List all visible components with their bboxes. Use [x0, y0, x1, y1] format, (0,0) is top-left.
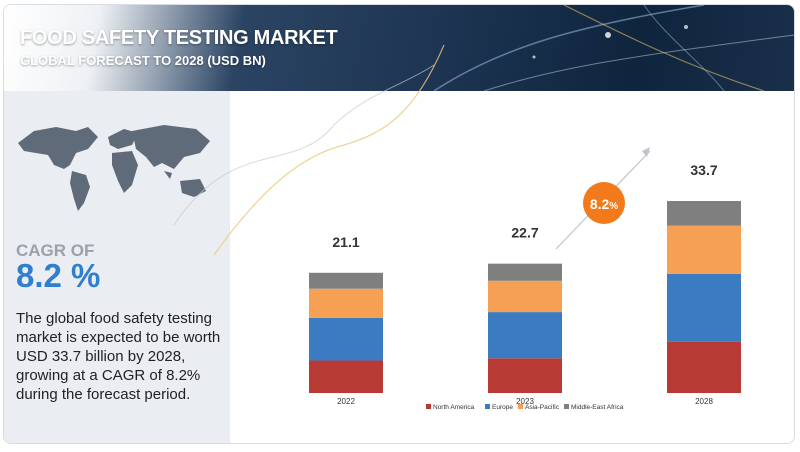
total-label-2028: 33.7 [690, 162, 717, 178]
bar-2023-europe [488, 312, 562, 359]
legend-label-north-america: North America [433, 404, 475, 411]
header-banner: FOOD SAFETY TESTING MARKET GLOBAL FORECA… [4, 5, 794, 91]
category-label-2022: 2022 [337, 397, 355, 406]
infographic-card: FOOD SAFETY TESTING MARKET GLOBAL FORECA… [3, 4, 795, 444]
bar-2022-middle-east-africa [309, 272, 383, 289]
legend-swatch-middle-east-africa [564, 404, 569, 409]
world-map-icon [18, 125, 210, 211]
cagr-label: CAGR OF [16, 241, 95, 260]
chart-legend: North America Europe Asia-Pacific Middle-Ea… [426, 404, 624, 411]
total-label-2023: 22.7 [511, 225, 538, 241]
bar-2023-middle-east-africa [488, 263, 562, 281]
bar-2022-north-america [309, 360, 383, 393]
legend-label-middle-east-africa: Middle-East Africa [571, 404, 624, 411]
labels-layer: 21.1 2022 22.7 2023 33.7 2028 [332, 162, 717, 406]
bars-layer [309, 201, 741, 393]
bar-2023-asia-pacific [488, 280, 562, 313]
total-label-2022: 21.1 [332, 234, 359, 250]
bar-2028-middle-east-africa [667, 201, 741, 226]
bar-2028-north-america [667, 341, 741, 393]
growth-arrow-head [642, 147, 650, 157]
page-subtitle: GLOBAL FORECAST TO 2028 (USD BN) [20, 53, 266, 68]
legend-swatch-north-america [426, 404, 431, 409]
bar-2022-europe [309, 317, 383, 361]
page-title: FOOD SAFETY TESTING MARKET [20, 27, 338, 49]
market-bar-chart: 21.1 2022 22.7 2023 33.7 2028 8.2% North Amer… [309, 147, 741, 411]
legend-swatch-asia-pacific [518, 404, 523, 409]
legend-label-europe: Europe [492, 404, 513, 411]
category-label-2023: 2023 [516, 397, 534, 406]
cagr-value: 8.2 % [16, 257, 101, 294]
cagr-badge-label: 8.2% [590, 196, 618, 212]
market-description: The global food safety testing market is… [16, 310, 221, 403]
bar-2023-north-america [488, 358, 562, 393]
summary-panel: CAGR OF 8.2 % The global food safety tes… [4, 91, 230, 443]
legend-label-asia-pacific: Asia-Pacific [525, 404, 560, 411]
bar-2028-asia-pacific [667, 225, 741, 274]
bar-2028-europe [667, 273, 741, 342]
header-light-trails [433, 5, 794, 91]
bar-2022-asia-pacific [309, 288, 383, 318]
category-label-2028: 2028 [695, 397, 713, 406]
cagr-badge-circle [583, 182, 625, 224]
legend-swatch-europe [485, 404, 490, 409]
